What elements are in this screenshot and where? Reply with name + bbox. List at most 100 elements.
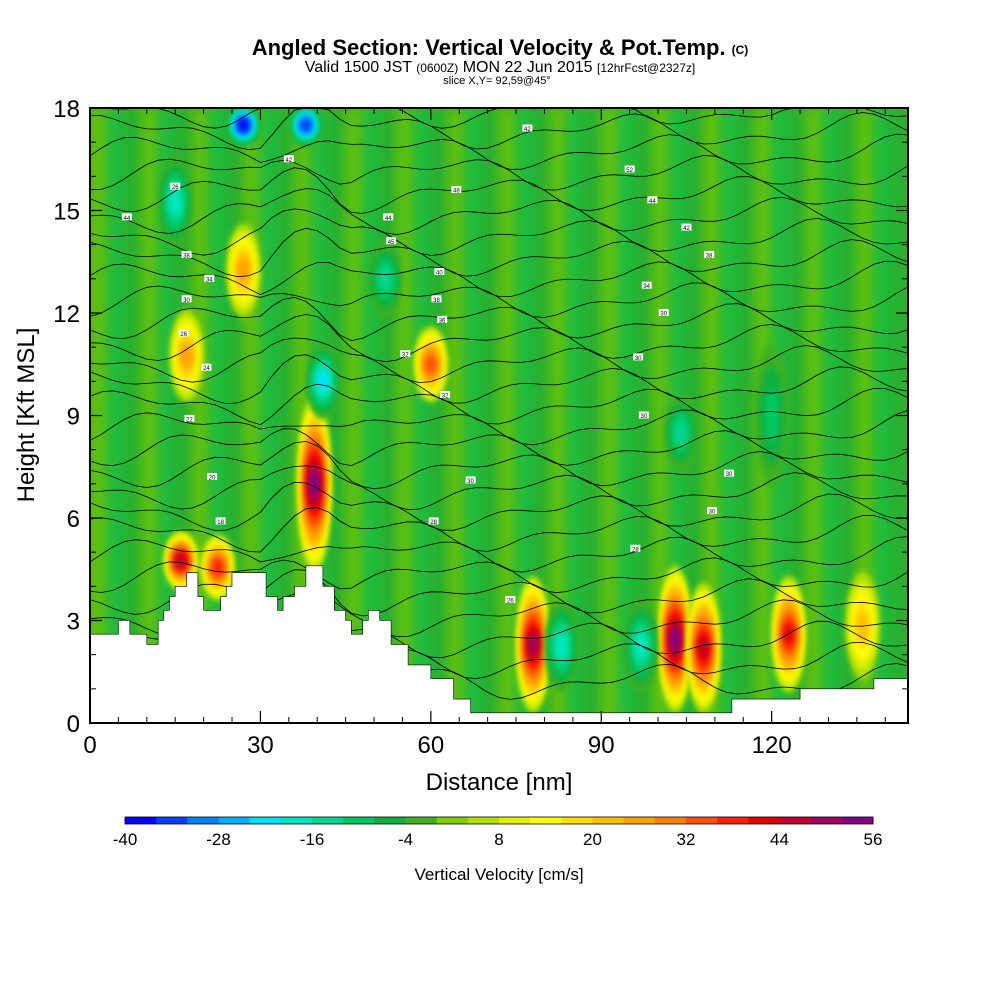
contour-label-bg [505, 596, 516, 603]
x-tick-label: 90 [588, 732, 615, 759]
contour-label-text: 52 [626, 168, 633, 174]
colorbar-tick-label: 32 [677, 830, 696, 849]
field-band [839, 108, 857, 723]
colorbar-swatch [187, 817, 219, 824]
contour-label-text: 36 [439, 318, 446, 324]
contour-label-bg [440, 391, 451, 398]
contour-label: 38 [431, 295, 442, 304]
contour-label: 44 [121, 213, 132, 222]
contour-label: 38 [181, 250, 192, 259]
contour-label-bg [647, 196, 658, 204]
x-axis-title: Distance [nm] [426, 769, 573, 796]
colorbar-swatch [343, 817, 375, 824]
isentrope-line [90, 296, 908, 342]
contour-label: 18 [215, 517, 226, 526]
colorbar-swatch [530, 817, 562, 824]
colorbar-swatch [312, 817, 344, 824]
contour-label-text: 30 [660, 312, 667, 318]
contour-label-bg [428, 517, 439, 525]
contour-label-text: 30 [183, 298, 190, 304]
isentrope-line [90, 227, 908, 278]
field-band [141, 108, 159, 723]
colorbar-tick-label: -40 [113, 830, 138, 849]
colorbar-tick-label: -16 [300, 830, 325, 849]
contour-label-bg [522, 124, 533, 132]
contour-label-text: 44 [649, 199, 656, 205]
contour-label-text: 26 [507, 599, 514, 605]
isentrope-line [90, 465, 908, 511]
contour-label-bg [383, 213, 394, 221]
contour-label-bg [451, 186, 462, 193]
field-band [277, 108, 295, 723]
contour-label-text: 30 [641, 414, 648, 420]
colorbar: -40 -28 -16 -4 8 20 32 44 56 [113, 816, 883, 849]
colorbar-label: Vertical Velocity [cm/s] [414, 865, 583, 884]
contour-label: 45 [386, 237, 397, 246]
contour-labels: 44 26 38 34 30 26 24 22 20 18 42 44 45 40 38 36 32 32 30 28… [121, 124, 735, 605]
chart-title: Angled Section: Vertical Velocity & Pot.… [0, 36, 1000, 60]
updraft-cell [238, 259, 249, 282]
contour-label-bg [437, 315, 448, 323]
colorbar-swatch [810, 817, 843, 824]
field-band [567, 108, 585, 723]
contour-label-text: 32 [402, 353, 409, 359]
contour-label-bg [681, 223, 692, 231]
field-band [737, 108, 755, 723]
updraft-cell [176, 554, 186, 568]
valid-date: MON 22 Jun 2015 [462, 59, 593, 76]
colorbar-swatch [436, 817, 469, 824]
contour-label-text: 34 [643, 284, 650, 290]
contour-label-bg [178, 329, 189, 337]
isentrope-line [90, 260, 908, 298]
contour-label-bg [386, 237, 397, 245]
contour-label: 32 [440, 391, 451, 400]
field-band [618, 108, 636, 723]
contour-label-text: 42 [683, 226, 690, 232]
contour-label-text: 28 [632, 547, 639, 553]
updraft-cell [856, 611, 869, 640]
contour-label-text: 44 [385, 216, 392, 222]
field-band [822, 108, 840, 723]
contour-label-bg [465, 476, 476, 484]
contour-label-text: 34 [206, 277, 213, 283]
downdraft-cell [317, 371, 329, 392]
contour-label: 42 [283, 155, 294, 164]
contour-label: 24 [201, 363, 212, 372]
field-band [601, 108, 619, 723]
field-band [328, 108, 346, 723]
colorbar-swatch [156, 817, 188, 824]
isentrope-line [90, 557, 908, 594]
contour-label-text: 26 [172, 185, 179, 191]
colorbar-swatch [374, 817, 406, 824]
field-band [703, 108, 721, 723]
contour-label-text: 38 [183, 253, 190, 259]
isentrope-line [90, 208, 908, 256]
field-band [720, 108, 738, 723]
contour-label-bg [204, 274, 215, 282]
contour-label-text: 38 [706, 253, 713, 259]
field-band [396, 108, 414, 723]
contour-label-bg [184, 414, 195, 422]
x-tick-label: 120 [752, 732, 792, 759]
downdraft-cell [238, 119, 248, 131]
valid-forecast: [12hrFcst@2327z] [597, 61, 696, 75]
colorbar-swatch [249, 817, 282, 824]
isentrope-line [90, 133, 908, 170]
contour-label-text: 40 [436, 271, 443, 277]
contour-label: 26 [505, 596, 516, 605]
contour-label: 42 [681, 223, 692, 232]
contour-label: 20 [207, 473, 218, 482]
field-band [873, 108, 891, 723]
downdraft-cell [674, 420, 688, 446]
contour-label-text: 24 [203, 366, 210, 372]
contour-label: 28 [428, 517, 439, 526]
contour-label-text: 26 [180, 332, 187, 338]
isentrope-line [90, 354, 908, 405]
colorbar-swatch [561, 817, 593, 824]
colorbar-swatch [467, 817, 500, 824]
colorbar-tick-label: 56 [864, 830, 883, 849]
contour-label-text: 20 [209, 476, 216, 482]
downdraft-cell [301, 119, 311, 131]
isentrope-line [90, 337, 908, 384]
